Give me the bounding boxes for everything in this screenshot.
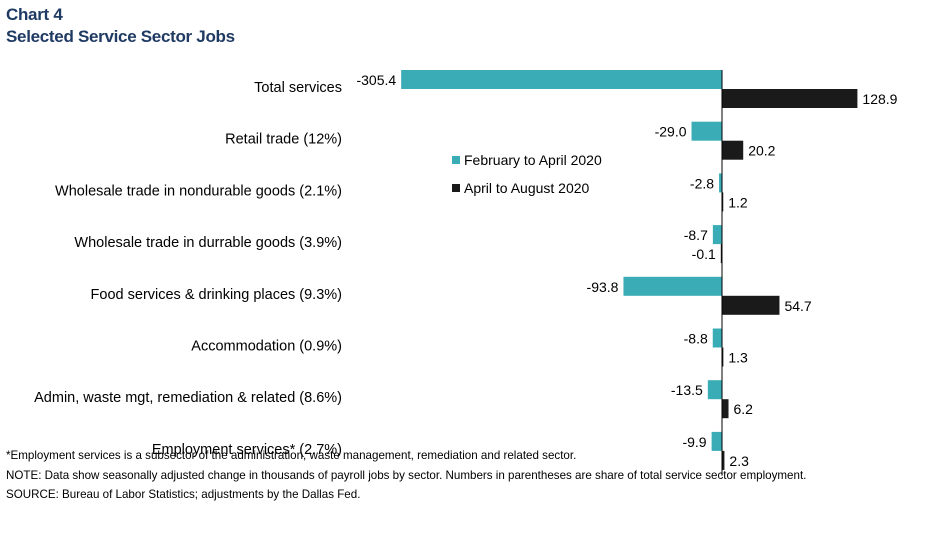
data-label: 1.2 (728, 194, 748, 210)
data-label: 1.3 (728, 350, 748, 366)
bar-feb-apr (712, 328, 722, 348)
category-label: Total services (254, 80, 342, 96)
data-label: -13.5 (671, 382, 703, 398)
bar-feb-apr (623, 276, 722, 296)
data-label: -8.7 (684, 227, 708, 243)
legend-label-apr-aug: April to August 2020 (464, 180, 590, 196)
source: SOURCE: Bureau of Labor Statistics; adju… (6, 488, 361, 501)
legend-swatch-feb-apr (452, 156, 460, 164)
chart-notes: *Employment services is a subsector of t… (6, 446, 806, 505)
note: NOTE: Data show seasonally adjusted chan… (6, 468, 807, 482)
category-label: Admin, waste mgt, remediation & related … (34, 390, 342, 406)
footnote: *Employment services is a subsector of t… (6, 449, 577, 462)
bar-apr-aug (722, 347, 724, 367)
bar-feb-apr (711, 431, 722, 451)
category-label: Employment services* (2.7%) (152, 442, 342, 458)
data-label: -0.1 (692, 246, 716, 262)
legend-label-feb-apr: February to April 2020 (464, 152, 602, 168)
bar-apr-aug (720, 244, 722, 264)
category-label: Retail trade (12%) (225, 132, 342, 148)
data-label: -305.4 (356, 72, 396, 88)
data-label: -8.8 (684, 331, 708, 347)
chart-title: Chart 4 Selected Service Sector Jobs (6, 4, 235, 48)
bar-feb-apr (712, 225, 722, 245)
category-label: Accommodation (0.9%) (191, 339, 342, 355)
data-label: -29.0 (655, 124, 687, 140)
bar-apr-aug (722, 140, 744, 160)
legend-swatch-apr-aug (452, 184, 460, 192)
data-label: 54.7 (784, 298, 811, 314)
category-label: Wholesale trade in nondurable goods (2.1… (55, 183, 342, 199)
data-label: -2.8 (690, 175, 714, 191)
data-label: 20.2 (748, 143, 775, 159)
bar-feb-apr (707, 380, 722, 400)
bar-apr-aug (722, 89, 858, 108)
bar-feb-apr (691, 121, 722, 141)
data-label: 6.2 (734, 401, 754, 417)
data-label: -93.8 (587, 279, 619, 295)
data-label: 128.9 (862, 91, 897, 107)
bar-apr-aug (722, 192, 724, 212)
bar-apr-aug (722, 450, 725, 470)
bar-apr-aug (722, 295, 780, 315)
data-label: 2.3 (729, 453, 749, 469)
chart-number: Chart 4 (6, 5, 63, 24)
category-label: Wholesale trade in durrable goods (3.9%) (74, 235, 342, 251)
bar-feb-apr (401, 70, 722, 89)
category-label: Food services & drinking places (9.3%) (91, 287, 342, 303)
chart-title-text: Selected Service Sector Jobs (6, 27, 235, 46)
data-label: -9.9 (682, 434, 706, 450)
bar-apr-aug (722, 399, 729, 419)
bar-feb-apr (719, 173, 722, 193)
